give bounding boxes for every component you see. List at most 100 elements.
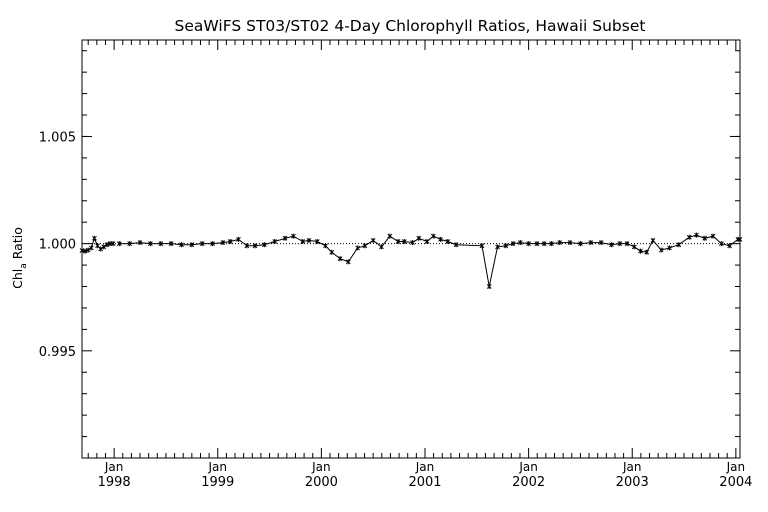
data-point [588,240,594,246]
data-point [644,249,650,255]
data-point [92,235,97,241]
x-tick-month: Jan [622,460,642,474]
data-point [227,238,233,244]
data-point [650,237,656,243]
data-point [252,243,258,249]
data-point [598,240,604,246]
data-point [438,236,443,242]
data-point [387,233,393,239]
data-point [101,244,107,250]
data-point [355,245,360,251]
data-point [168,241,174,247]
data-point [430,233,436,239]
x-tick-month: Jan [311,460,331,474]
data-point [300,238,306,244]
x-tick-year: 2002 [512,475,545,490]
data-point [735,236,741,242]
series-line-main [119,234,739,287]
data-point [686,234,692,240]
data-point [710,233,716,239]
data-point [609,242,614,248]
data-point [526,241,531,247]
data-point [567,240,573,246]
data-point [517,240,523,246]
data-point [718,241,724,247]
data-point [104,242,110,248]
x-tick-year: 2003 [616,475,649,490]
y-tick-label: 1.005 [39,130,76,145]
axis-ticks [82,40,740,458]
data-point [337,256,343,262]
data-point [98,246,104,252]
data-point [510,241,516,247]
data-point [694,232,699,238]
data-point [534,241,540,247]
data-point [85,247,91,253]
data-point [624,241,630,247]
data-point [345,259,351,265]
y-axis-label-subscript: a [19,263,29,269]
data-point [416,235,422,241]
y-axis-label-main: Chl [10,269,25,289]
x-tick-year: 2004 [719,475,752,490]
data-point [323,243,328,249]
x-tick-year: 1999 [201,475,234,490]
data-point [486,284,492,290]
data-point [617,241,623,247]
data-point [370,237,376,243]
data-point [137,240,143,246]
data-point [210,241,215,247]
data-point [179,242,184,248]
y-axis-label: Chla Ratio [10,227,29,289]
data-point [379,244,384,250]
series-group [79,232,743,290]
x-tick-month: Jan [104,460,124,474]
data-point [244,243,250,249]
data-point [445,238,451,244]
x-tick-month: Jan [207,460,227,474]
data-point [702,235,708,241]
y-axis-label-rest: Ratio [10,227,25,263]
x-tick-labels: Jan1998Jan1999Jan2000Jan2001Jan2002Jan20… [98,460,753,490]
data-point [116,241,122,247]
data-point [314,238,320,244]
data-point [199,241,205,247]
data-point [631,244,637,250]
data-point [236,236,241,242]
x-tick-month: Jan [726,460,746,474]
data-point [578,241,583,247]
data-point [410,240,415,246]
data-point [220,240,226,246]
data-point [189,242,195,248]
plot-frame [81,39,741,459]
data-point [158,241,164,247]
y-tick-label: 1.000 [39,238,76,253]
data-point [549,241,554,247]
data-point [401,238,407,244]
data-point [148,241,153,247]
data-point [362,243,368,249]
data-point [272,238,278,244]
data-point [395,238,401,244]
data-point [667,245,672,251]
data-point [424,238,430,244]
data-point [479,243,485,249]
data-point [676,242,682,248]
data-point [82,248,88,254]
data-point [453,242,459,248]
data-point [110,241,116,247]
data-point [727,243,732,249]
data-point [638,248,643,254]
x-tick-year: 2000 [305,475,338,490]
data-point [127,241,133,247]
chart-title: SeaWiFS ST03/ST02 4-Day Chlorophyll Rati… [175,17,646,35]
data-point [557,240,563,246]
x-tick-year: 1998 [98,475,131,490]
data-point [306,237,312,243]
data-point [291,233,296,239]
x-tick-month: Jan [415,460,435,474]
x-tick-month: Jan [518,460,538,474]
data-point [88,245,94,251]
data-point [503,243,509,249]
